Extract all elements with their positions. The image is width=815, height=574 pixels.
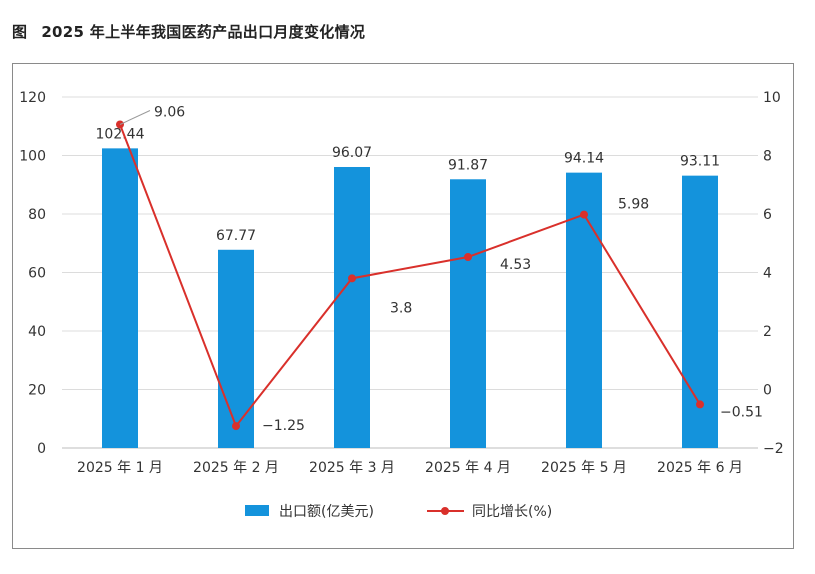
- bar: [450, 179, 486, 448]
- right-axis-tick-label: 6: [763, 207, 772, 223]
- x-axis-tick-label: 2025 年 1 月: [77, 460, 163, 476]
- left-axis-tick-label: 100: [19, 149, 46, 165]
- x-axis-tick-label: 2025 年 3 月: [309, 460, 395, 476]
- growth-point: [348, 274, 356, 283]
- growth-point: [580, 210, 588, 219]
- figure-label: 图: [12, 23, 28, 41]
- right-axis-tick-label: 0: [763, 383, 772, 399]
- left-axis-tick-label: 80: [28, 207, 46, 223]
- legend-bar-swatch: [245, 505, 269, 516]
- right-axis-tick-label: 10: [763, 90, 781, 106]
- right-axis-tick-label: 2: [763, 324, 772, 340]
- x-axis-tick-label: 2025 年 6 月: [657, 460, 743, 476]
- left-axis-tick-label: 40: [28, 324, 46, 340]
- left-axis-tick-label: 20: [28, 383, 46, 399]
- bar-value-label: 102.44: [96, 126, 145, 142]
- legend-line-marker: [441, 507, 449, 515]
- bar: [334, 166, 370, 449]
- growth-value-label: −1.25: [262, 418, 305, 434]
- bar-value-label: 94.14: [564, 151, 604, 167]
- x-axis-tick-label: 2025 年 4 月: [425, 460, 511, 476]
- bar-value-label: 91.87: [448, 157, 488, 173]
- growth-point: [696, 400, 704, 409]
- growth-value-label: 9.06: [154, 104, 185, 120]
- figure-title: 2025 年上半年我国医药产品出口月度变化情况: [41, 23, 366, 41]
- legend-bar-label: 出口额(亿美元): [279, 504, 374, 520]
- x-axis-tick-label: 2025 年 2 月: [193, 460, 279, 476]
- x-axis-tick-label: 2025 年 5 月: [541, 460, 627, 476]
- growth-value-label: 5.98: [618, 197, 649, 213]
- chart-title: 图 2025 年上半年我国医药产品出口月度变化情况: [12, 21, 365, 42]
- growth-value-label: 3.8: [390, 300, 412, 316]
- bar-value-label: 67.77: [216, 228, 256, 244]
- left-axis-tick-label: 60: [28, 266, 46, 282]
- right-axis-tick-label: −2: [763, 441, 784, 457]
- bar: [102, 148, 138, 448]
- right-axis-tick-label: 8: [763, 149, 772, 165]
- bar-value-label: 96.07: [332, 145, 372, 161]
- left-axis-tick-label: 120: [19, 90, 46, 106]
- right-axis-tick-label: 4: [763, 266, 772, 282]
- bar-value-label: 93.11: [680, 154, 720, 170]
- legend-line-label: 同比增长(%): [472, 504, 552, 520]
- left-axis-tick-label: 0: [37, 441, 46, 457]
- growth-value-label: −0.51: [720, 404, 763, 420]
- growth-point: [464, 252, 472, 261]
- growth-line: [119, 124, 701, 429]
- label-leader-line: [119, 110, 151, 125]
- growth-point: [232, 422, 240, 431]
- bar: [218, 249, 254, 448]
- growth-value-label: 4.53: [500, 257, 531, 273]
- chart-frame: [12, 63, 794, 549]
